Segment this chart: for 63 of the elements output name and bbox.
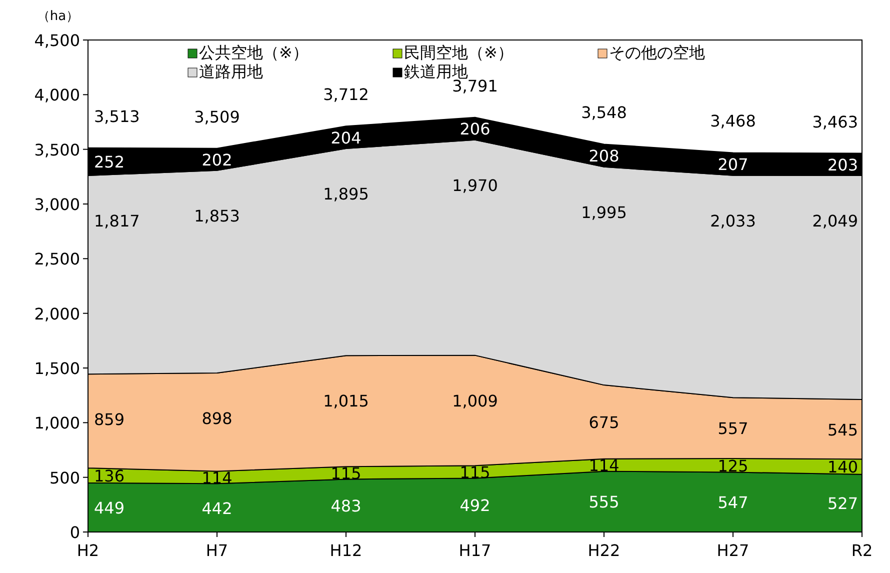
data-label: 202 — [202, 150, 232, 170]
total-label: 3,513 — [94, 106, 140, 126]
y-tick-label: 4,500 — [34, 31, 80, 50]
data-label: 442 — [202, 498, 232, 518]
x-tick-label: H7 — [206, 541, 228, 560]
data-label: 557 — [718, 419, 748, 438]
data-label: 898 — [202, 409, 232, 428]
data-label: 1,009 — [452, 391, 498, 410]
data-label: 206 — [460, 120, 490, 139]
y-tick-label: 3,000 — [34, 195, 80, 214]
data-label: 1,853 — [194, 206, 240, 226]
data-label: 675 — [588, 412, 620, 432]
total-label: 3,468 — [710, 112, 756, 131]
total-label: 3,712 — [323, 85, 369, 104]
data-label: 140 — [827, 458, 858, 477]
data-label: 555 — [588, 492, 620, 512]
legend-label: 民間空地（※） — [404, 43, 514, 62]
x-tick-label: R2 — [851, 541, 873, 560]
data-label: 115 — [330, 464, 362, 483]
legend-label: 道路用地 — [199, 62, 263, 81]
data-label: 1,015 — [323, 392, 369, 411]
y-tick-label: 500 — [49, 468, 80, 488]
x-tick-label: H17 — [458, 541, 492, 560]
data-label: 114 — [202, 468, 232, 488]
data-label: 1,817 — [94, 211, 140, 230]
data-label: 492 — [460, 496, 490, 516]
data-label: 2,033 — [710, 211, 756, 230]
data-label: 208 — [588, 146, 620, 166]
x-tick-label: H22 — [588, 541, 620, 560]
data-label: 1,895 — [323, 184, 369, 204]
y-tick-label: 1,000 — [34, 414, 80, 433]
data-label: 207 — [718, 155, 748, 174]
data-label: 2,049 — [812, 211, 858, 230]
data-label: 483 — [330, 496, 362, 516]
total-label: 3,463 — [812, 112, 858, 132]
y-tick-label: 3,500 — [34, 140, 80, 160]
y-axis-title: （ha） — [36, 9, 80, 24]
data-label: 859 — [94, 410, 125, 430]
data-label: 114 — [588, 456, 620, 476]
total-label: 3,548 — [581, 103, 627, 122]
data-label: 125 — [718, 456, 748, 476]
y-tick-label: 4,000 — [34, 86, 80, 105]
data-label: 115 — [460, 462, 490, 482]
y-tick-label: 0 — [70, 523, 80, 542]
y-tick-label: 2,000 — [34, 304, 80, 324]
legend-label: 公共空地（※） — [199, 43, 308, 62]
x-tick-label: H12 — [330, 541, 362, 560]
data-label: 203 — [827, 155, 858, 174]
x-tick-label: H27 — [716, 541, 750, 560]
data-label: 449 — [94, 498, 125, 518]
data-label: 1,970 — [452, 176, 498, 195]
data-label: 545 — [827, 420, 858, 440]
data-label: 136 — [94, 466, 125, 486]
data-label: 204 — [330, 128, 362, 148]
y-tick-label: 1,500 — [34, 359, 80, 378]
data-label: 547 — [718, 493, 748, 512]
data-label: 527 — [827, 494, 858, 514]
total-label: 3,509 — [194, 107, 240, 126]
y-tick-label: 2,500 — [34, 250, 80, 269]
data-label: 252 — [94, 152, 125, 172]
legend-label: その他の空地 — [609, 43, 705, 62]
data-label: 1,995 — [581, 202, 627, 222]
x-tick-label: H2 — [76, 541, 100, 560]
